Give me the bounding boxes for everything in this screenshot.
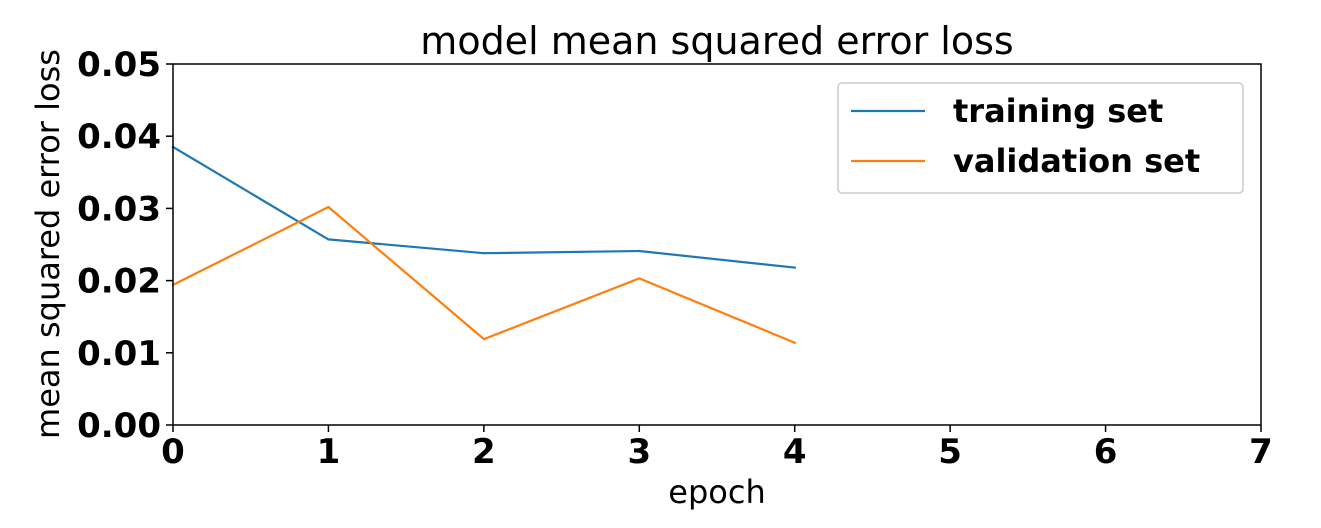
data-point — [327, 205, 330, 209]
x-tick-label: 6 — [1094, 432, 1118, 472]
chart-title: model mean squared error loss — [420, 19, 1013, 63]
legend: training set validation set — [837, 82, 1244, 194]
data-point — [793, 266, 796, 269]
x-tick-label: 1 — [317, 432, 341, 472]
y-tick-label: 0.00 — [77, 406, 161, 446]
data-point — [638, 277, 641, 280]
y-axis-label: mean squared error loss — [29, 49, 67, 439]
data-point — [638, 249, 641, 253]
plot-area-frame — [172, 63, 1262, 426]
x-tick-label: 0 — [161, 432, 185, 472]
x-axis-label: epoch — [668, 473, 765, 511]
x-tick-label: 7 — [1249, 432, 1273, 472]
data-point — [482, 252, 485, 255]
x-tick-label: 3 — [627, 432, 651, 472]
ticks-layer: 0 1 2 3 4 5 6 7 0.00 0.01 0.02 0.03 0.04 0.05 — [77, 45, 1273, 472]
x-tick-label: 2 — [472, 432, 496, 472]
x-tick-label: 4 — [783, 432, 807, 472]
y-tick-label: 0.03 — [77, 189, 161, 229]
data-point — [482, 337, 485, 341]
y-tick-label: 0.02 — [77, 262, 161, 302]
legend-label: validation set — [953, 142, 1200, 180]
data-point — [327, 238, 330, 241]
x-tick-label: 5 — [938, 432, 962, 472]
data-point — [793, 341, 796, 344]
y-tick-label: 0.05 — [77, 45, 161, 85]
y-tick-label: 0.01 — [77, 334, 161, 374]
legend-box — [837, 82, 1244, 194]
y-tick-label: 0.04 — [77, 117, 161, 157]
legend-label: training set — [953, 92, 1163, 130]
